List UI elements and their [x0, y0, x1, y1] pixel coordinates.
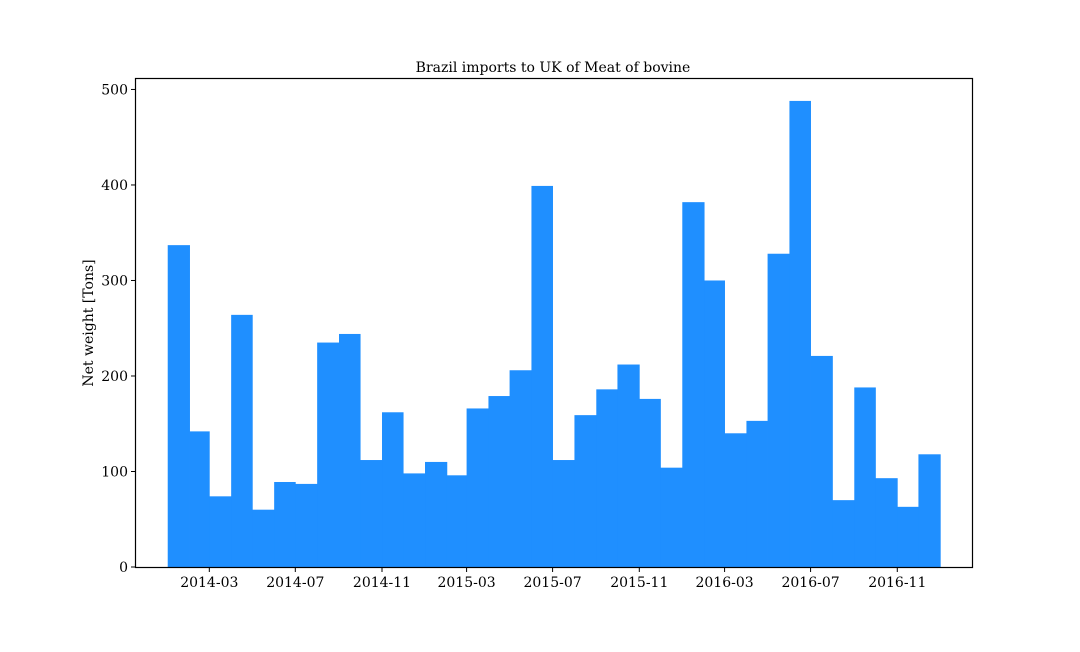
y-tick-label: 0	[119, 560, 128, 576]
bar-2015-07	[552, 460, 575, 567]
y-tick-label: 500	[101, 82, 128, 98]
y-tick-label: 100	[101, 464, 128, 480]
y-tick-label: 400	[101, 178, 128, 194]
x-tick-label: 2015-11	[610, 575, 668, 591]
bar-2014-10	[360, 460, 383, 567]
bar-2015-12	[660, 467, 683, 567]
bar-2016-11	[897, 506, 919, 567]
x-tick-label: 2015-07	[523, 575, 581, 591]
y-axis-title: Net weight [Tons]	[81, 259, 97, 386]
bar-2014-08	[317, 342, 340, 567]
bar-2015-01	[425, 461, 448, 567]
bar-2015-11	[639, 398, 661, 567]
bar-2015-08	[574, 415, 597, 567]
bar-2015-02	[446, 475, 467, 567]
bar-2016-04	[746, 420, 768, 567]
x-tick-label: 2014-11	[353, 575, 411, 591]
x-tick-label: 2014-07	[266, 575, 324, 591]
bar-2014-03	[209, 496, 232, 567]
bar-2014-02	[189, 431, 210, 567]
bar-2015-05	[509, 370, 532, 567]
bar-2016-10	[875, 478, 898, 567]
bar-2016-05	[767, 253, 790, 567]
bar-2016-02	[704, 280, 725, 567]
y-tick-label: 300	[101, 273, 128, 289]
bar-2016-08	[832, 500, 855, 567]
x-tick-label: 2015-03	[437, 575, 495, 591]
plot-frame	[134, 77, 974, 569]
x-tick-label: 2016-07	[781, 575, 839, 591]
bar-2015-09	[596, 389, 618, 567]
bar-2016-03	[724, 433, 747, 567]
bar-2014-04	[231, 314, 253, 567]
bar-2014-06	[274, 481, 296, 567]
bar-2015-06	[531, 185, 553, 567]
bar-2016-01	[682, 202, 705, 567]
bar-2016-07	[810, 355, 833, 567]
bar-2016-06	[789, 100, 811, 567]
bar-2014-07	[295, 483, 318, 567]
x-tick-label: 2016-11	[868, 575, 926, 591]
bar-2015-10	[617, 364, 640, 567]
chart-title: Brazil imports to UK of Meat of bovine	[416, 60, 691, 76]
bar-2014-01	[167, 245, 190, 567]
bars-group	[167, 100, 941, 567]
x-tick-label: 2016-03	[695, 575, 753, 591]
bar-2015-03	[466, 408, 489, 567]
bar-2014-09	[339, 333, 361, 567]
bar-2015-04	[488, 396, 510, 567]
y-tick-label: 200	[101, 369, 128, 385]
bar-2016-09	[854, 387, 876, 567]
x-tick-label: 2014-03	[180, 575, 238, 591]
bar-2014-12	[403, 473, 426, 567]
bar-2014-05	[252, 509, 275, 567]
bar-2014-11	[382, 412, 404, 567]
ticks-group: 2014-03 2014-07 2014-11 2015-03 2015-07 2015-…	[101, 82, 926, 591]
bar-2016-12	[918, 454, 941, 567]
